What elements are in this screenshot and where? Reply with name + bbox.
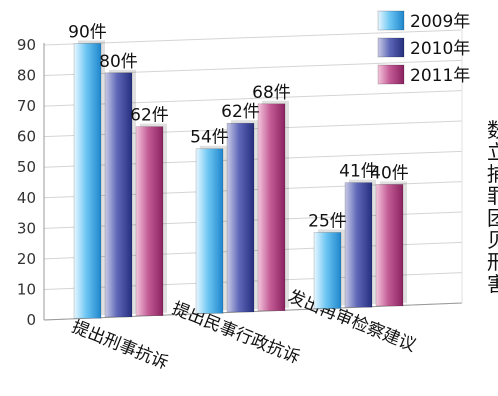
bar [375,184,404,307]
side-text-char: 捕 [487,162,498,186]
bar [135,126,164,317]
bar [344,182,373,308]
side-text-char: 刑 [487,250,498,274]
legend: 2009年 2010年 2011年 [377,10,470,86]
side-text-char: 贝 [487,228,498,252]
side-text-char: 罪 [487,184,498,208]
data-label: 80件 [99,52,138,72]
legend-swatch [377,10,405,31]
data-label: 41件 [339,162,378,182]
side-text-char: 团 [487,206,498,230]
y-tick-label: 90 [17,36,36,54]
side-text-char: 害 [487,272,498,296]
y-tick-label: 40 [17,189,36,207]
gridline [43,29,463,46]
y-tick-label: 30 [17,219,36,237]
data-label: 62件 [221,102,260,122]
y-tick-label: 10 [17,280,36,298]
x-category-label: 提出刑事抗诉 [69,317,171,374]
bar [226,122,255,313]
data-label: 40件 [370,163,409,183]
legend-label: 2011年 [410,66,470,86]
y-tick-label: 70 [17,97,36,115]
data-label: 54件 [190,128,229,148]
bar [73,43,102,319]
data-label: 90件 [68,22,107,42]
bar [104,72,133,318]
bar [195,148,224,314]
y-tick-label: 50 [17,158,36,176]
data-label: 25件 [308,211,347,231]
side-text-char: 数 [487,118,498,142]
data-label: 68件 [252,83,291,103]
legend-swatch [377,64,405,85]
y-tick-label: 80 [17,67,36,85]
bar [313,232,342,309]
y-tick-label: 60 [17,128,36,146]
legend-label: 2009年 [410,12,470,32]
y-tick-label: 0 [26,311,36,329]
y-tick-label: 20 [17,250,36,268]
side-text-char: 立 [487,140,498,164]
data-label: 62件 [130,106,169,126]
legend-label: 2010年 [410,39,470,59]
bars [73,40,407,319]
legend-swatch [377,37,405,58]
bar [257,103,286,312]
